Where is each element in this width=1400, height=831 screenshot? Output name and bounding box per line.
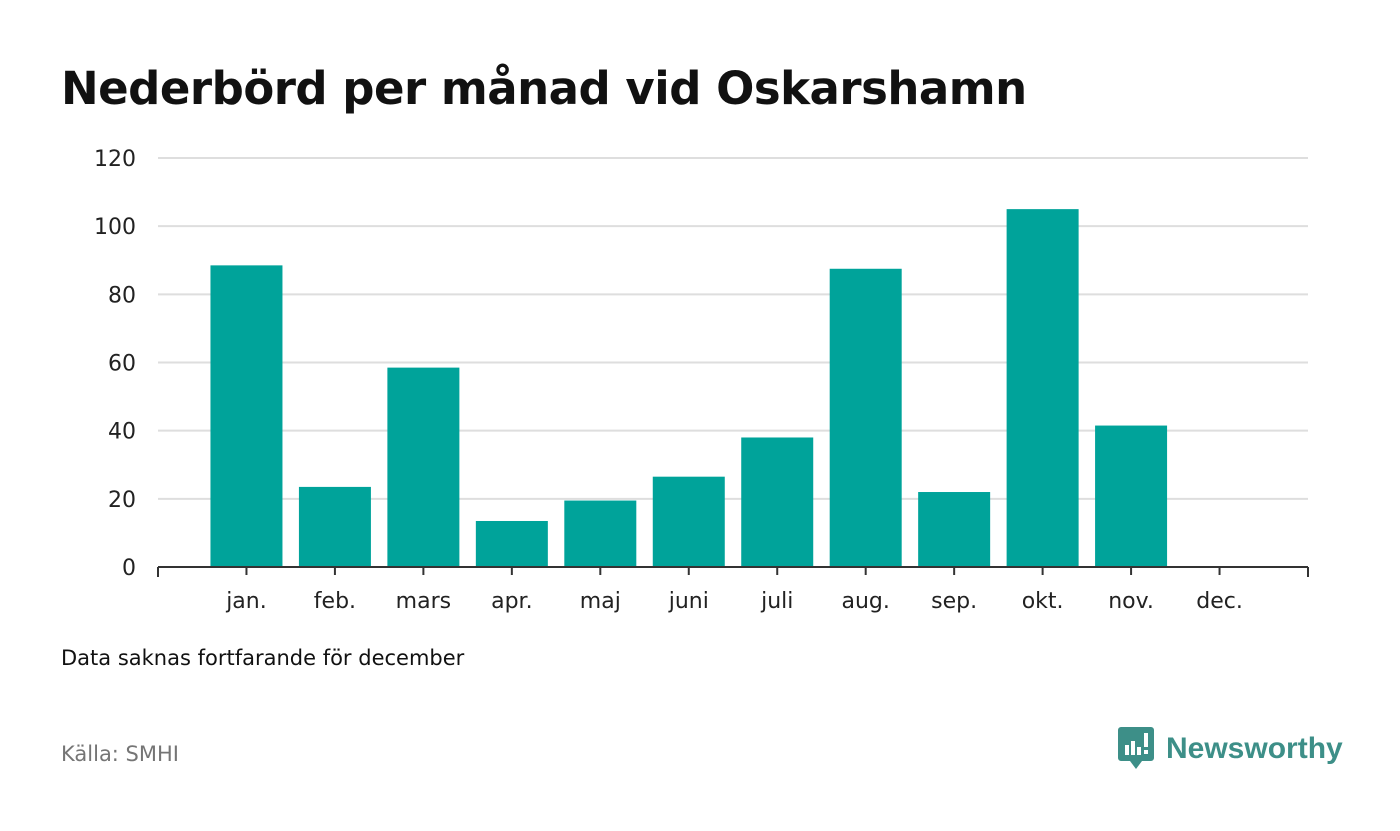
source-text: Källa: SMHI: [61, 742, 179, 766]
bar-maj: [564, 500, 637, 567]
x-tick-labels: jan. feb. mars apr. maj juni juli aug. sep. okt. n…: [225, 589, 1243, 614]
bar-apr: [475, 520, 548, 567]
bar-nov: [1095, 425, 1168, 567]
y-tick-label: 0: [122, 556, 136, 581]
bar-juli: [741, 437, 814, 567]
y-tick-label: 20: [108, 488, 136, 513]
bar-mars: [387, 367, 460, 567]
x-tick-label: nov.: [1108, 589, 1154, 614]
y-tick-label: 60: [108, 352, 136, 377]
x-axis: [157, 566, 1309, 577]
y-tick-label: 120: [94, 147, 136, 172]
brand-logo: Newsworthy: [1118, 727, 1343, 771]
bars: [210, 209, 1168, 567]
bar-aug: [829, 268, 902, 567]
x-tick-label: mars: [396, 589, 451, 614]
x-tick-label: jan.: [225, 589, 267, 614]
newsworthy-logo-icon: [1118, 727, 1154, 769]
x-tick-label: sep.: [931, 589, 977, 614]
brand-name: Newsworthy: [1166, 732, 1343, 765]
y-tick-labels: 0 20 40 60 80 100 120: [94, 147, 136, 581]
bar-feb: [298, 486, 371, 567]
x-tick-label: juni: [668, 589, 709, 614]
chart-title: Nederbörd per månad vid Oskarshamn: [61, 62, 1027, 115]
x-tick-label: dec.: [1196, 589, 1243, 614]
y-tick-label: 40: [108, 420, 136, 445]
x-tick-label: aug.: [841, 589, 889, 614]
x-tick-label: feb.: [314, 589, 356, 614]
bar-sep: [918, 492, 991, 567]
x-tick-label: apr.: [491, 589, 532, 614]
y-tick-label: 100: [94, 215, 136, 240]
bar-okt: [1006, 209, 1079, 567]
x-tick-label: maj: [580, 589, 621, 614]
x-tick-label: okt.: [1022, 589, 1064, 614]
bar-jan: [210, 265, 283, 567]
x-tick-label: juli: [760, 589, 793, 614]
y-tick-label: 80: [108, 283, 136, 308]
footnote: Data saknas fortfarande för december: [61, 646, 465, 670]
bar-juni: [652, 476, 725, 567]
